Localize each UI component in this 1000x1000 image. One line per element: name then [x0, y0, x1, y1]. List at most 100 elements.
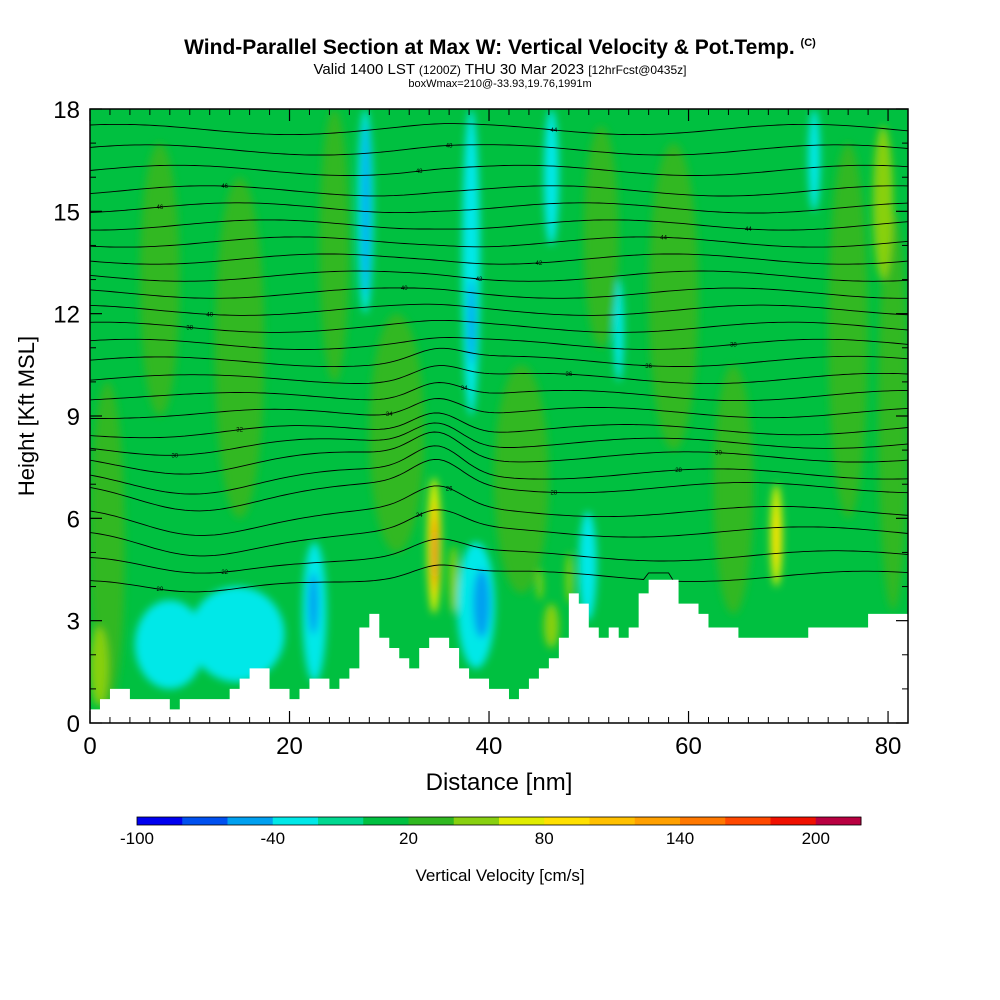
colorbar-swatch — [182, 817, 228, 825]
y-axis-label: Height [Kft MSL] — [14, 336, 39, 496]
vertical-velocity-cell — [362, 122, 370, 297]
colorbar-tick-label: -100 — [120, 829, 154, 848]
theta-contour — [90, 431, 908, 475]
vertical-velocity-cell — [308, 572, 319, 635]
colorbar-tick-label: 20 — [399, 829, 418, 848]
colorbar-swatch — [137, 817, 183, 825]
colorbar-tick-label: 200 — [802, 829, 830, 848]
colorbar-swatch — [227, 817, 274, 825]
theta-contour — [90, 236, 908, 248]
theta-contour-label: 44 — [551, 128, 558, 134]
chart-subtitle: Valid 1400 LST (1200Z) THU 30 Mar 2023 [… — [0, 61, 1000, 78]
theta-contour — [90, 219, 908, 231]
colorbar-swatch — [318, 817, 364, 825]
valid-utc: (1200Z) — [418, 63, 461, 77]
y-tick-label: 9 — [67, 404, 80, 431]
y-tick-label: 3 — [67, 609, 80, 636]
terrain-mask — [90, 579, 908, 723]
theta-contour-label: 34 — [386, 412, 393, 418]
theta-contour-label: 42 — [476, 277, 483, 283]
y-tick-label: 6 — [67, 506, 80, 533]
theta-contour-label: 22 — [221, 570, 228, 576]
colorbar-swatch — [544, 817, 590, 825]
vertical-velocity-cell — [613, 279, 624, 382]
theta-contour — [90, 509, 908, 557]
theta-contour-label: 30 — [171, 453, 178, 459]
theta-contour-label: 26 — [446, 486, 453, 492]
vertical-velocity-cell — [648, 143, 699, 451]
vertical-velocity-cell — [536, 569, 543, 601]
vertical-velocity-cell — [773, 511, 780, 567]
theta-contour-label: 28 — [551, 490, 558, 496]
y-tick-label: 12 — [53, 302, 80, 329]
vertical-velocity-cell — [473, 569, 491, 638]
theta-contour — [90, 412, 908, 439]
vertical-velocity-cell — [214, 177, 265, 519]
theta-contour-label: 40 — [401, 286, 408, 292]
forecast-info: [12hrFcst@0435z] — [588, 63, 687, 77]
colorbar-tick-label: 140 — [666, 829, 694, 848]
colorbar-swatch — [815, 817, 862, 825]
y-tick-label: 15 — [53, 199, 80, 226]
theta-contour — [90, 253, 908, 265]
theta-contour — [90, 337, 908, 350]
theta-contour-label: 24 — [416, 513, 423, 519]
colorbar-frame — [136, 816, 862, 826]
theta-contour-label: 42 — [536, 261, 543, 267]
x-tick-label: 80 — [875, 733, 902, 760]
colorbar-swatch — [408, 817, 455, 825]
vertical-velocity-cell — [583, 126, 619, 348]
chart-title-text: Wind-Parallel Section at Max W: Vertical… — [184, 36, 795, 59]
theta-contour-label: 36 — [565, 372, 572, 378]
theta-contour — [90, 398, 908, 419]
vertical-velocity-cell — [713, 364, 754, 614]
colorbar-swatch — [453, 817, 500, 825]
colorbar-swatch — [680, 817, 726, 825]
theta-contour-label: 28 — [675, 468, 682, 474]
theta-contour-label: 44 — [660, 235, 667, 241]
x-tick-label: 60 — [675, 733, 702, 760]
theta-contour-label: 32 — [236, 428, 243, 434]
theta-contour — [90, 458, 908, 512]
theta-contour-label: 34 — [461, 386, 468, 392]
vertical-velocity-cell — [462, 109, 481, 416]
colorbar-label: Vertical Velocity [cm/s] — [415, 866, 584, 885]
y-tick-label: 18 — [53, 97, 80, 124]
colorbar-swatch — [272, 817, 319, 825]
theta-contour — [90, 144, 908, 156]
copyright-mark: (C) — [800, 37, 816, 49]
theta-contour-label: 38 — [730, 343, 737, 349]
x-axis-label: Distance [nm] — [426, 769, 573, 796]
vertical-velocity-cell — [494, 364, 549, 594]
vertical-velocity-cell — [369, 313, 425, 553]
chart-title: Wind-Parallel Section at Max W: Vertical… — [0, 36, 1000, 60]
vertical-velocity-cell — [578, 511, 597, 621]
theta-contour-label: 36 — [645, 364, 652, 370]
colorbar-swatch — [363, 817, 409, 825]
theta-contour — [90, 303, 908, 316]
theta-contour-label: 40 — [206, 312, 213, 318]
vertical-velocity-cell — [565, 552, 573, 604]
vertical-velocity-cell — [873, 126, 894, 280]
theta-contour-label: 48 — [416, 169, 423, 175]
theta-contour — [90, 164, 908, 176]
vertical-velocity-cell — [878, 211, 908, 611]
colorbar-swatch — [499, 817, 545, 825]
theta-contour-label: 48 — [446, 143, 453, 149]
vertical-velocity-cell — [828, 143, 869, 519]
valid-date: THU 30 Mar 2023 — [464, 61, 585, 78]
colorbar-tick-label: -40 — [260, 829, 285, 848]
valid-time: Valid 1400 LST — [313, 61, 415, 78]
theta-contour — [90, 123, 908, 136]
vertical-velocity-cell — [189, 586, 285, 683]
box-info: boxWmax=210@-33.93,19.76,1991m — [408, 78, 592, 90]
y-tick-label: 0 — [67, 711, 80, 738]
theta-contour — [90, 347, 908, 368]
vertical-velocity-cell — [808, 109, 821, 212]
vertical-velocity-cell — [543, 603, 559, 648]
x-tick-label: 0 — [83, 733, 96, 760]
vertical-velocity-cell — [319, 109, 350, 382]
vertical-velocity-cell — [134, 600, 205, 689]
vertical-velocity-cell — [543, 109, 559, 246]
